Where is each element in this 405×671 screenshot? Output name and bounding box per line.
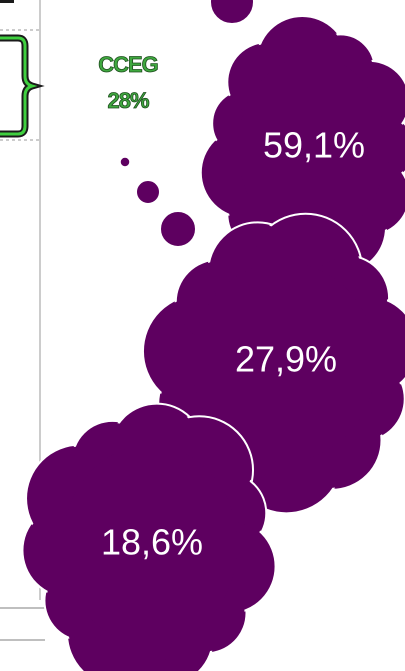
bubble xyxy=(159,210,197,248)
cloud: 18,6% xyxy=(21,402,277,671)
cloud: 27,9% xyxy=(141,212,405,515)
bubble xyxy=(135,179,161,205)
label-value: 28% xyxy=(107,88,148,113)
cloud-body xyxy=(62,445,238,645)
cloud-value: 59,1% xyxy=(263,125,365,166)
bracket xyxy=(0,36,38,136)
thought-bubbles xyxy=(119,0,255,248)
bubble xyxy=(119,156,131,168)
cloud-value: 18,6% xyxy=(101,522,203,563)
bracket xyxy=(0,34,45,138)
cloud-value: 27,9% xyxy=(235,339,337,380)
cloud-body xyxy=(237,55,387,241)
cloud-body xyxy=(191,262,377,462)
clouds: 59,1% 27,9% 18,6% xyxy=(21,14,405,671)
label-name: CCEG xyxy=(98,52,158,77)
bubble xyxy=(209,0,255,25)
